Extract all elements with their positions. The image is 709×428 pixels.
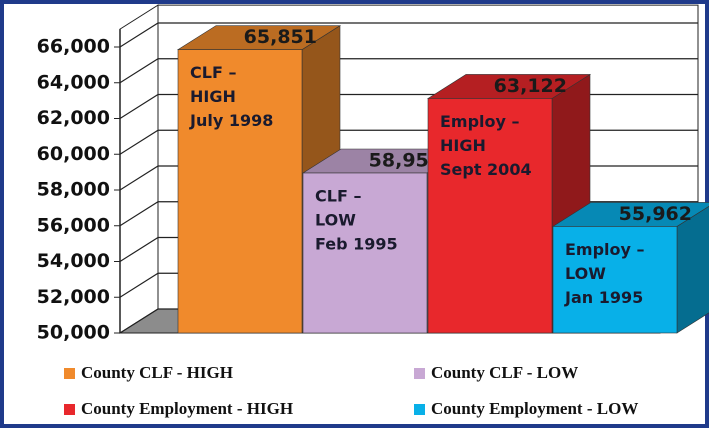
grid-line bbox=[119, 22, 698, 48]
legend-swatch bbox=[64, 368, 75, 379]
bar-annotation: Employ – bbox=[565, 240, 645, 259]
bar bbox=[177, 49, 303, 334]
bar bbox=[302, 172, 428, 334]
bar-annotation: CLF – bbox=[315, 187, 361, 206]
y-tick-label: 50,000 bbox=[37, 322, 110, 344]
legend-swatch bbox=[64, 404, 75, 415]
bar-annotation: CLF – bbox=[190, 63, 236, 82]
y-tick-label: 52,000 bbox=[37, 286, 110, 308]
bar-annotation: LOW bbox=[565, 264, 606, 283]
bar-annotation: LOW bbox=[315, 211, 356, 230]
y-tick-label: 58,000 bbox=[37, 179, 110, 201]
bar-annotation: Employ – bbox=[440, 112, 520, 131]
y-tick-label: 60,000 bbox=[37, 143, 110, 165]
bar-annotation: Sept 2004 bbox=[440, 160, 532, 179]
bar-annotation: Jan 1995 bbox=[564, 288, 643, 307]
legend-label: County CLF - HIGH bbox=[81, 363, 233, 382]
bar-annotation: Feb 1995 bbox=[315, 235, 398, 254]
bar bbox=[427, 98, 553, 334]
y-tick-label: 56,000 bbox=[37, 214, 110, 236]
value-label: 58,951 bbox=[369, 150, 442, 172]
y-tick-label: 64,000 bbox=[37, 71, 110, 93]
bar-annotation: HIGH bbox=[190, 87, 236, 106]
y-tick-label: 66,000 bbox=[37, 36, 110, 58]
grid-line bbox=[119, 58, 698, 84]
legend-label: County Employment - LOW bbox=[431, 399, 638, 418]
legend-swatch bbox=[414, 404, 425, 415]
bar-annotation: HIGH bbox=[440, 136, 486, 155]
y-tick-label: 62,000 bbox=[37, 107, 110, 129]
legend-swatch bbox=[414, 368, 425, 379]
value-label: 65,851 bbox=[244, 26, 317, 48]
bar bbox=[552, 226, 678, 334]
legend-label: County Employment - HIGH bbox=[81, 399, 293, 418]
y-tick-label: 54,000 bbox=[37, 250, 110, 272]
value-label: 55,962 bbox=[619, 203, 692, 225]
bar-annotation: July 1998 bbox=[189, 111, 273, 130]
value-label: 63,122 bbox=[494, 75, 567, 97]
legend-label: County CLF - LOW bbox=[431, 363, 578, 382]
